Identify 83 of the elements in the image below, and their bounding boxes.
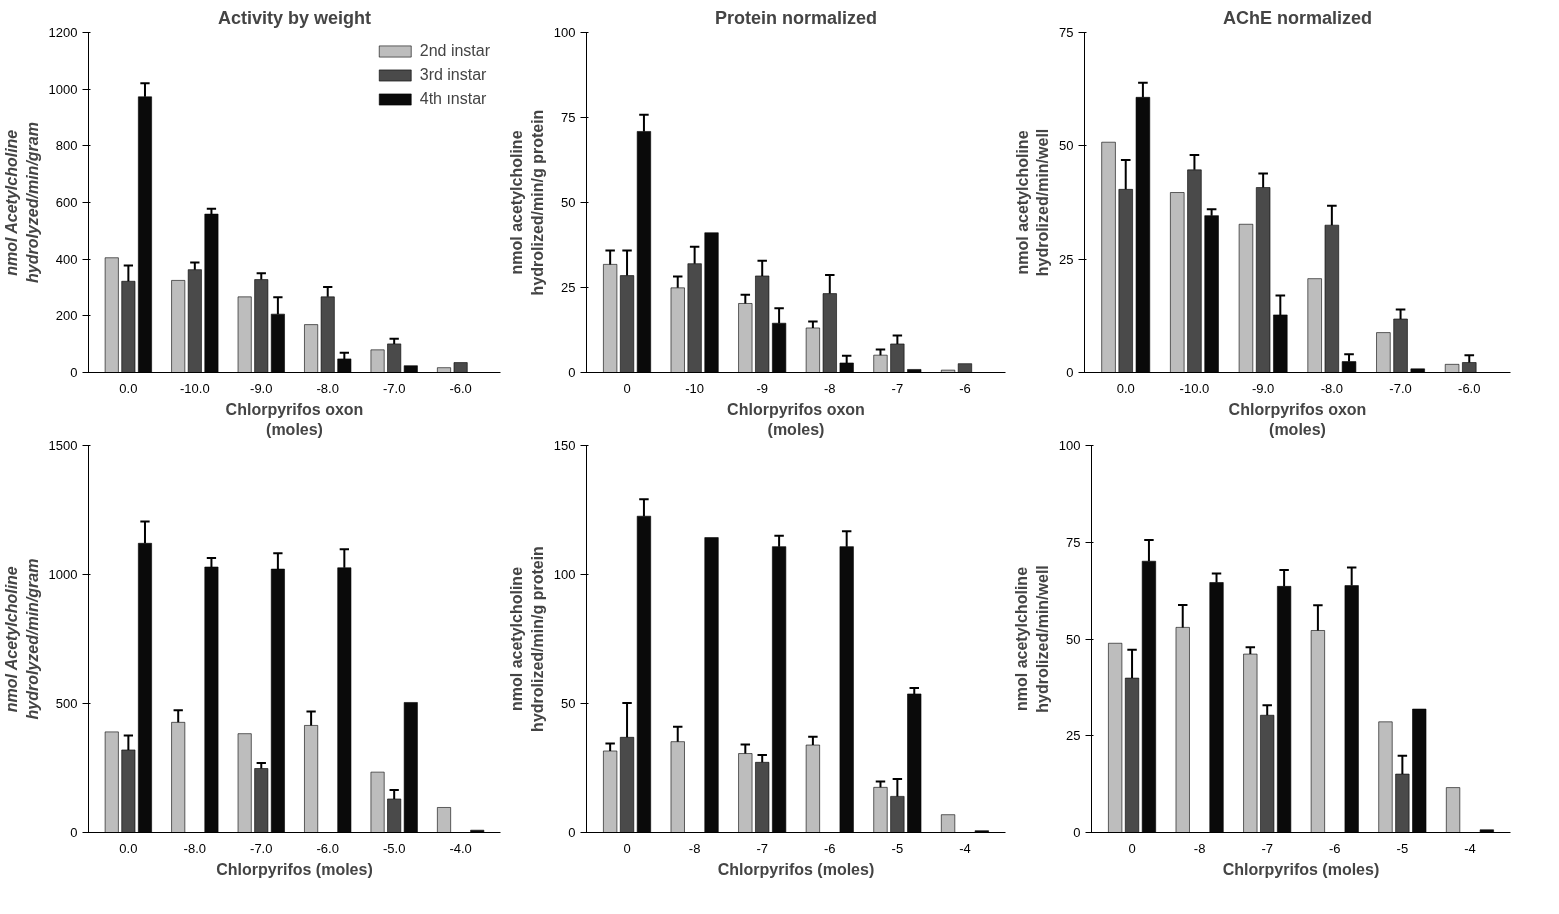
y-tick-label: 1000 xyxy=(48,81,78,97)
x-tick-label: 0 xyxy=(623,840,631,856)
x-tick-label: -7.0 xyxy=(382,380,406,396)
y-tick-label: 0 xyxy=(1066,365,1074,380)
x-tick-label: -10.0 xyxy=(1179,380,1210,396)
x-tick-label: -9.0 xyxy=(1251,380,1275,396)
y-tick-label: 1500 xyxy=(48,438,78,453)
x-tick-label: -9 xyxy=(756,380,768,396)
y-tick-label: 1200 xyxy=(48,25,78,40)
y-tick-label: 25 xyxy=(561,280,576,295)
y-tick-label: 0 xyxy=(70,825,78,840)
y-tick-label: 75 xyxy=(1066,534,1081,550)
y-tick-label: 50 xyxy=(1059,138,1074,154)
x-tick-label: -8 xyxy=(688,840,701,856)
y-tick-label: 75 xyxy=(561,110,576,125)
y-tick-label: 0 xyxy=(1073,825,1081,840)
y-tick-label: 0 xyxy=(568,825,576,840)
x-tick-label: 0.0 xyxy=(119,380,138,396)
x-tick-label: -10.0 xyxy=(180,380,210,396)
x-tick-label: -6.0 xyxy=(316,840,339,856)
chart-title: AChE normalized xyxy=(1222,7,1373,28)
x-tick-label: 0.0 xyxy=(1116,380,1135,396)
y-axis-title: nmol Acetylcholine hydrolyzed/min/gram xyxy=(3,122,41,283)
chart-title: Activity by weight xyxy=(217,7,372,28)
x-tick-label: -4 xyxy=(1464,840,1476,856)
x-tick-label: -7 xyxy=(891,380,904,396)
x-tick-label: -7.0 xyxy=(250,840,273,856)
y-tick-label: 100 xyxy=(553,25,576,40)
y-axis-title: nmol acetylcholine hydrolized/min/well xyxy=(1013,128,1052,277)
y-axis-title: nmol acetylcholine hydrolized/min/well xyxy=(1013,565,1051,713)
x-tick-label: -5 xyxy=(891,840,904,856)
legend-label: 3rd instar xyxy=(419,66,487,84)
y-axis-title: nmol acetylcholine hydrolized/min/g protein xyxy=(508,109,546,296)
x-tick-label: -8.0 xyxy=(183,840,207,856)
chart-title: Protein normalized xyxy=(714,7,878,28)
y-tick-label: 800 xyxy=(55,138,78,154)
x-tick-label: 0.0 xyxy=(119,840,138,856)
y-tick-label: 75 xyxy=(1059,25,1074,40)
x-tick-label: -10 xyxy=(685,380,705,396)
x-tick-label: -7.0 xyxy=(1389,380,1412,396)
x-tick-label: -5 xyxy=(1396,840,1409,856)
legend-label: 4th ınstar xyxy=(419,90,487,108)
x-tick-label: -8 xyxy=(824,380,836,396)
x-axis-title: Chlorpyrifos (moles) xyxy=(1222,860,1380,878)
x-axis-title: Chlorpyrifos (moles) xyxy=(216,860,373,878)
y-tick-label: 0 xyxy=(568,365,576,380)
x-tick-label: -6 xyxy=(1329,840,1341,856)
y-tick-label: 100 xyxy=(1058,438,1081,453)
y-tick-label: 200 xyxy=(55,308,78,324)
x-tick-label: -6.0 xyxy=(1458,380,1481,396)
x-tick-label: -4 xyxy=(959,840,971,856)
y-tick-label: 1000 xyxy=(48,567,78,582)
legend-label: 2nd instar xyxy=(419,42,490,60)
y-tick-label: 600 xyxy=(55,195,78,210)
y-tick-label: 50 xyxy=(561,195,576,210)
x-tick-label: 0 xyxy=(623,380,631,396)
x-axis-title: Chlorpyrifos oxon (moles) xyxy=(225,400,364,438)
x-tick-label: -5.0 xyxy=(382,840,406,856)
y-tick-label: 0 xyxy=(70,365,78,380)
x-tick-label: -8.0 xyxy=(316,380,339,396)
y-tick-label: 25 xyxy=(1059,251,1074,267)
y-tick-label: 100 xyxy=(553,567,576,582)
x-axis-title: Chlorpyrifos oxon (moles) xyxy=(727,400,865,438)
x-axis-title: Chlorpyrifos (moles) xyxy=(717,860,875,878)
y-tick-label: 50 xyxy=(561,696,576,711)
y-tick-label: 500 xyxy=(55,696,78,711)
x-tick-label: -6 xyxy=(959,380,971,396)
y-tick-label: 25 xyxy=(1066,728,1081,744)
x-tick-label: -7 xyxy=(756,840,768,856)
x-tick-label: -6.0 xyxy=(449,380,472,396)
x-tick-label: -8.0 xyxy=(1320,380,1344,396)
x-axis-title: Chlorpyrifos oxon (moles) xyxy=(1228,400,1367,438)
x-tick-label: 0 xyxy=(1128,840,1136,856)
x-tick-label: -4.0 xyxy=(449,840,472,856)
y-tick-label: 50 xyxy=(1066,631,1081,647)
y-axis-title: nmol acetylcholine hydrolized/min/g protein xyxy=(508,546,546,732)
x-tick-label: -9.0 xyxy=(250,380,273,396)
x-tick-label: -8 xyxy=(1193,840,1206,856)
y-axis-title: nmol Acetylcholine hydrolyzed/min/gram xyxy=(3,558,41,720)
y-tick-label: 400 xyxy=(55,251,78,267)
x-tick-label: -7 xyxy=(1261,840,1273,856)
y-tick-label: 150 xyxy=(553,438,576,453)
x-tick-label: -6 xyxy=(824,840,836,856)
